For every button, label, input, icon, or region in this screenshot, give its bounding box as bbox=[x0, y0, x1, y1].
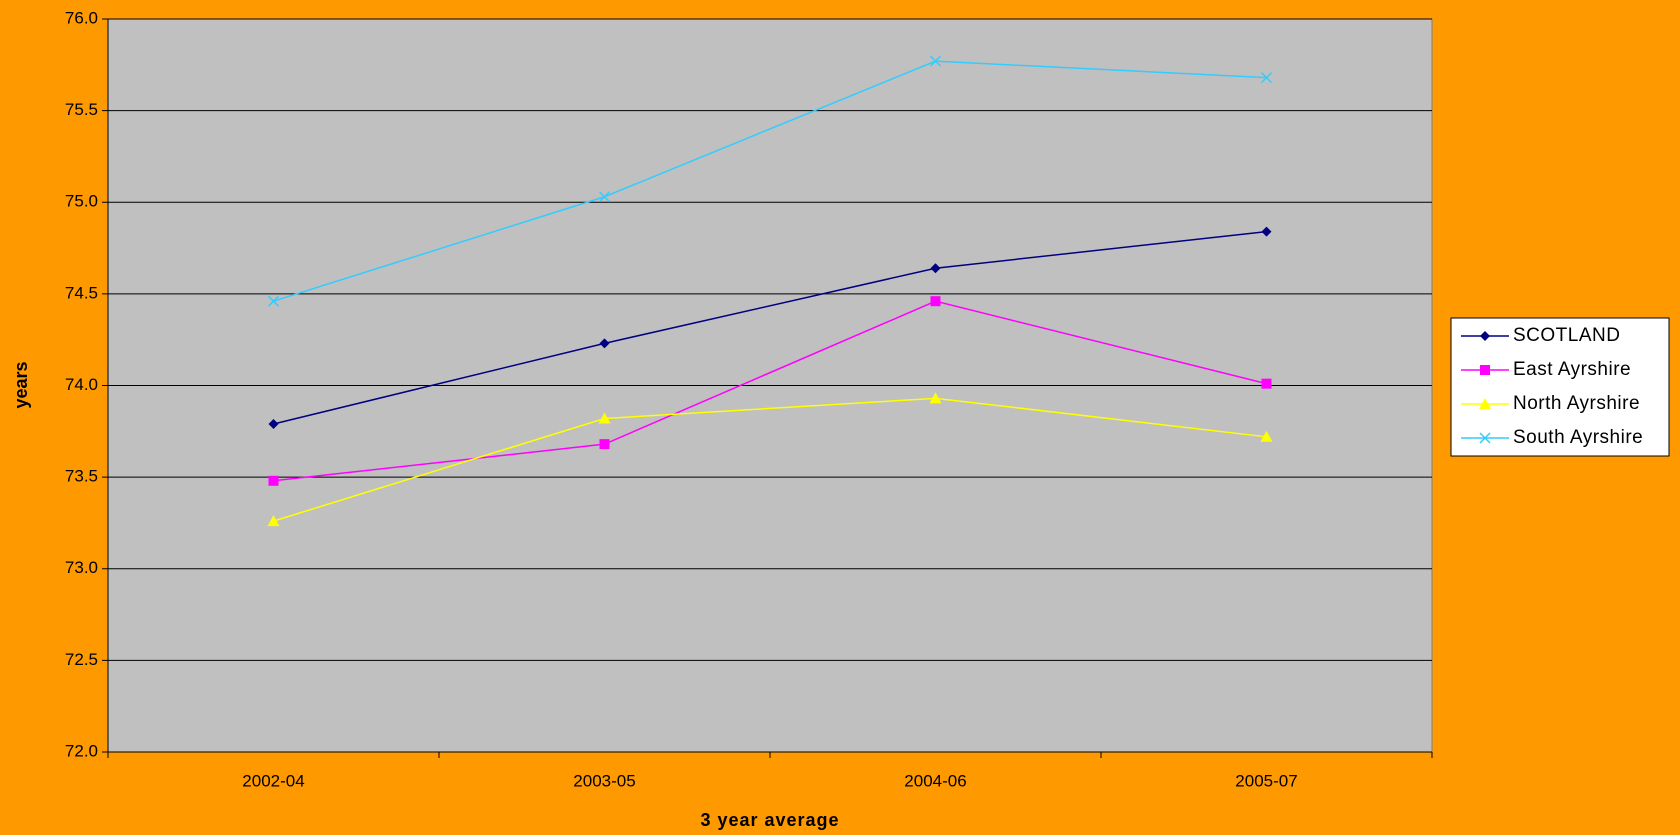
marker bbox=[1261, 378, 1272, 389]
marker bbox=[1480, 365, 1490, 375]
marker bbox=[598, 412, 611, 424]
marker bbox=[598, 191, 611, 203]
y-tick-label: 76.0 bbox=[65, 8, 98, 27]
marker bbox=[599, 439, 610, 450]
series-line bbox=[273, 230, 1267, 425]
x-tick-label: 2002-04 bbox=[242, 771, 304, 790]
marker bbox=[1479, 398, 1491, 409]
legend-box bbox=[1450, 317, 1670, 457]
x-tick-label: 2004-06 bbox=[904, 771, 966, 790]
y-tick-label: 72.5 bbox=[65, 650, 98, 669]
series-line bbox=[273, 397, 1267, 522]
marker bbox=[930, 263, 941, 274]
y-tick-label: 75.5 bbox=[65, 100, 98, 119]
marker bbox=[268, 418, 279, 429]
series-line bbox=[273, 60, 1267, 302]
legend-label: SCOTLAND bbox=[1513, 325, 1620, 346]
y-axis-label: years bbox=[11, 361, 31, 408]
legend-label: North Ayrshire bbox=[1513, 393, 1640, 414]
y-tick-label: 73.5 bbox=[65, 467, 98, 486]
marker bbox=[268, 475, 279, 486]
y-tick-label: 75.0 bbox=[65, 192, 98, 211]
y-tick-label: 74.0 bbox=[65, 375, 98, 394]
series-line bbox=[273, 300, 1267, 482]
y-tick-label: 74.5 bbox=[65, 283, 98, 302]
legend-label: East Ayrshire bbox=[1513, 359, 1631, 380]
marker bbox=[929, 55, 942, 67]
marker bbox=[1480, 331, 1490, 341]
x-tick-label: 2005-07 bbox=[1235, 771, 1297, 790]
marker bbox=[1260, 72, 1273, 84]
marker bbox=[1261, 226, 1272, 237]
marker bbox=[599, 338, 610, 349]
marker bbox=[267, 515, 280, 527]
marker bbox=[930, 296, 941, 307]
marker bbox=[1479, 432, 1491, 444]
marker bbox=[1260, 430, 1273, 442]
legend-label: South Ayrshire bbox=[1513, 427, 1643, 448]
x-axis-label: 3 year average bbox=[700, 810, 839, 830]
x-tick-label: 2003-05 bbox=[573, 771, 635, 790]
y-tick-label: 72.0 bbox=[65, 741, 98, 760]
marker bbox=[267, 295, 280, 307]
marker bbox=[929, 392, 942, 404]
y-tick-label: 73.0 bbox=[65, 558, 98, 577]
